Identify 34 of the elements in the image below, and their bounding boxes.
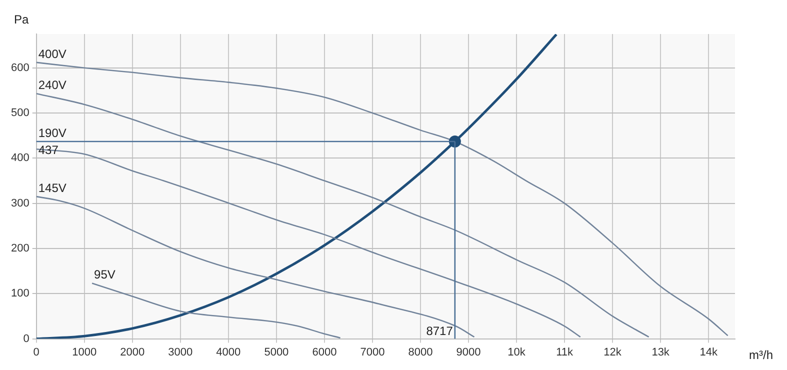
- x-tick-label: 4000: [216, 346, 241, 358]
- x-tick-label: 13k: [652, 346, 670, 358]
- series-label: 145V: [38, 180, 66, 195]
- series-label: 240V: [38, 78, 66, 92]
- y-tick-label: 400: [10, 152, 30, 164]
- line-series: [36, 196, 475, 338]
- x-tick-label: 9000: [456, 346, 481, 358]
- y-tick-label: 500: [10, 107, 30, 120]
- x-tick-label: 5000: [264, 346, 289, 358]
- line-series: [91, 282, 341, 339]
- x-tick-label: 7000: [360, 346, 385, 358]
- y-tick-label: 0: [23, 332, 30, 345]
- line-series: [36, 92, 650, 338]
- x-axis-title: m³/h: [749, 348, 773, 362]
- y-tick-label: 300: [10, 197, 30, 210]
- ref-line-label: 8717: [426, 324, 454, 338]
- x-tick-label: 14k: [700, 346, 718, 358]
- x-tick-label: 2000: [120, 346, 145, 358]
- x-tick-label: 1000: [72, 346, 97, 358]
- x-tick-label: 0: [33, 346, 40, 358]
- series-label: 95V: [94, 268, 116, 282]
- x-tick-label: 3000: [168, 346, 193, 358]
- series-label: 400V: [38, 46, 66, 61]
- x-tick-label: 8000: [408, 346, 433, 358]
- y-axis-title: Pa: [14, 12, 30, 26]
- y-tick-label: 600: [10, 62, 30, 74]
- line-series: [36, 62, 728, 336]
- x-tick-label: 11k: [556, 346, 574, 358]
- x-tick-label: 12k: [604, 346, 622, 358]
- x-tick-label: 6000: [312, 346, 337, 358]
- y-tick-label: 100: [10, 288, 30, 300]
- y-tick-label: 200: [10, 242, 30, 255]
- series-label: 190V: [38, 126, 66, 140]
- x-tick-label: 10k: [508, 346, 526, 358]
